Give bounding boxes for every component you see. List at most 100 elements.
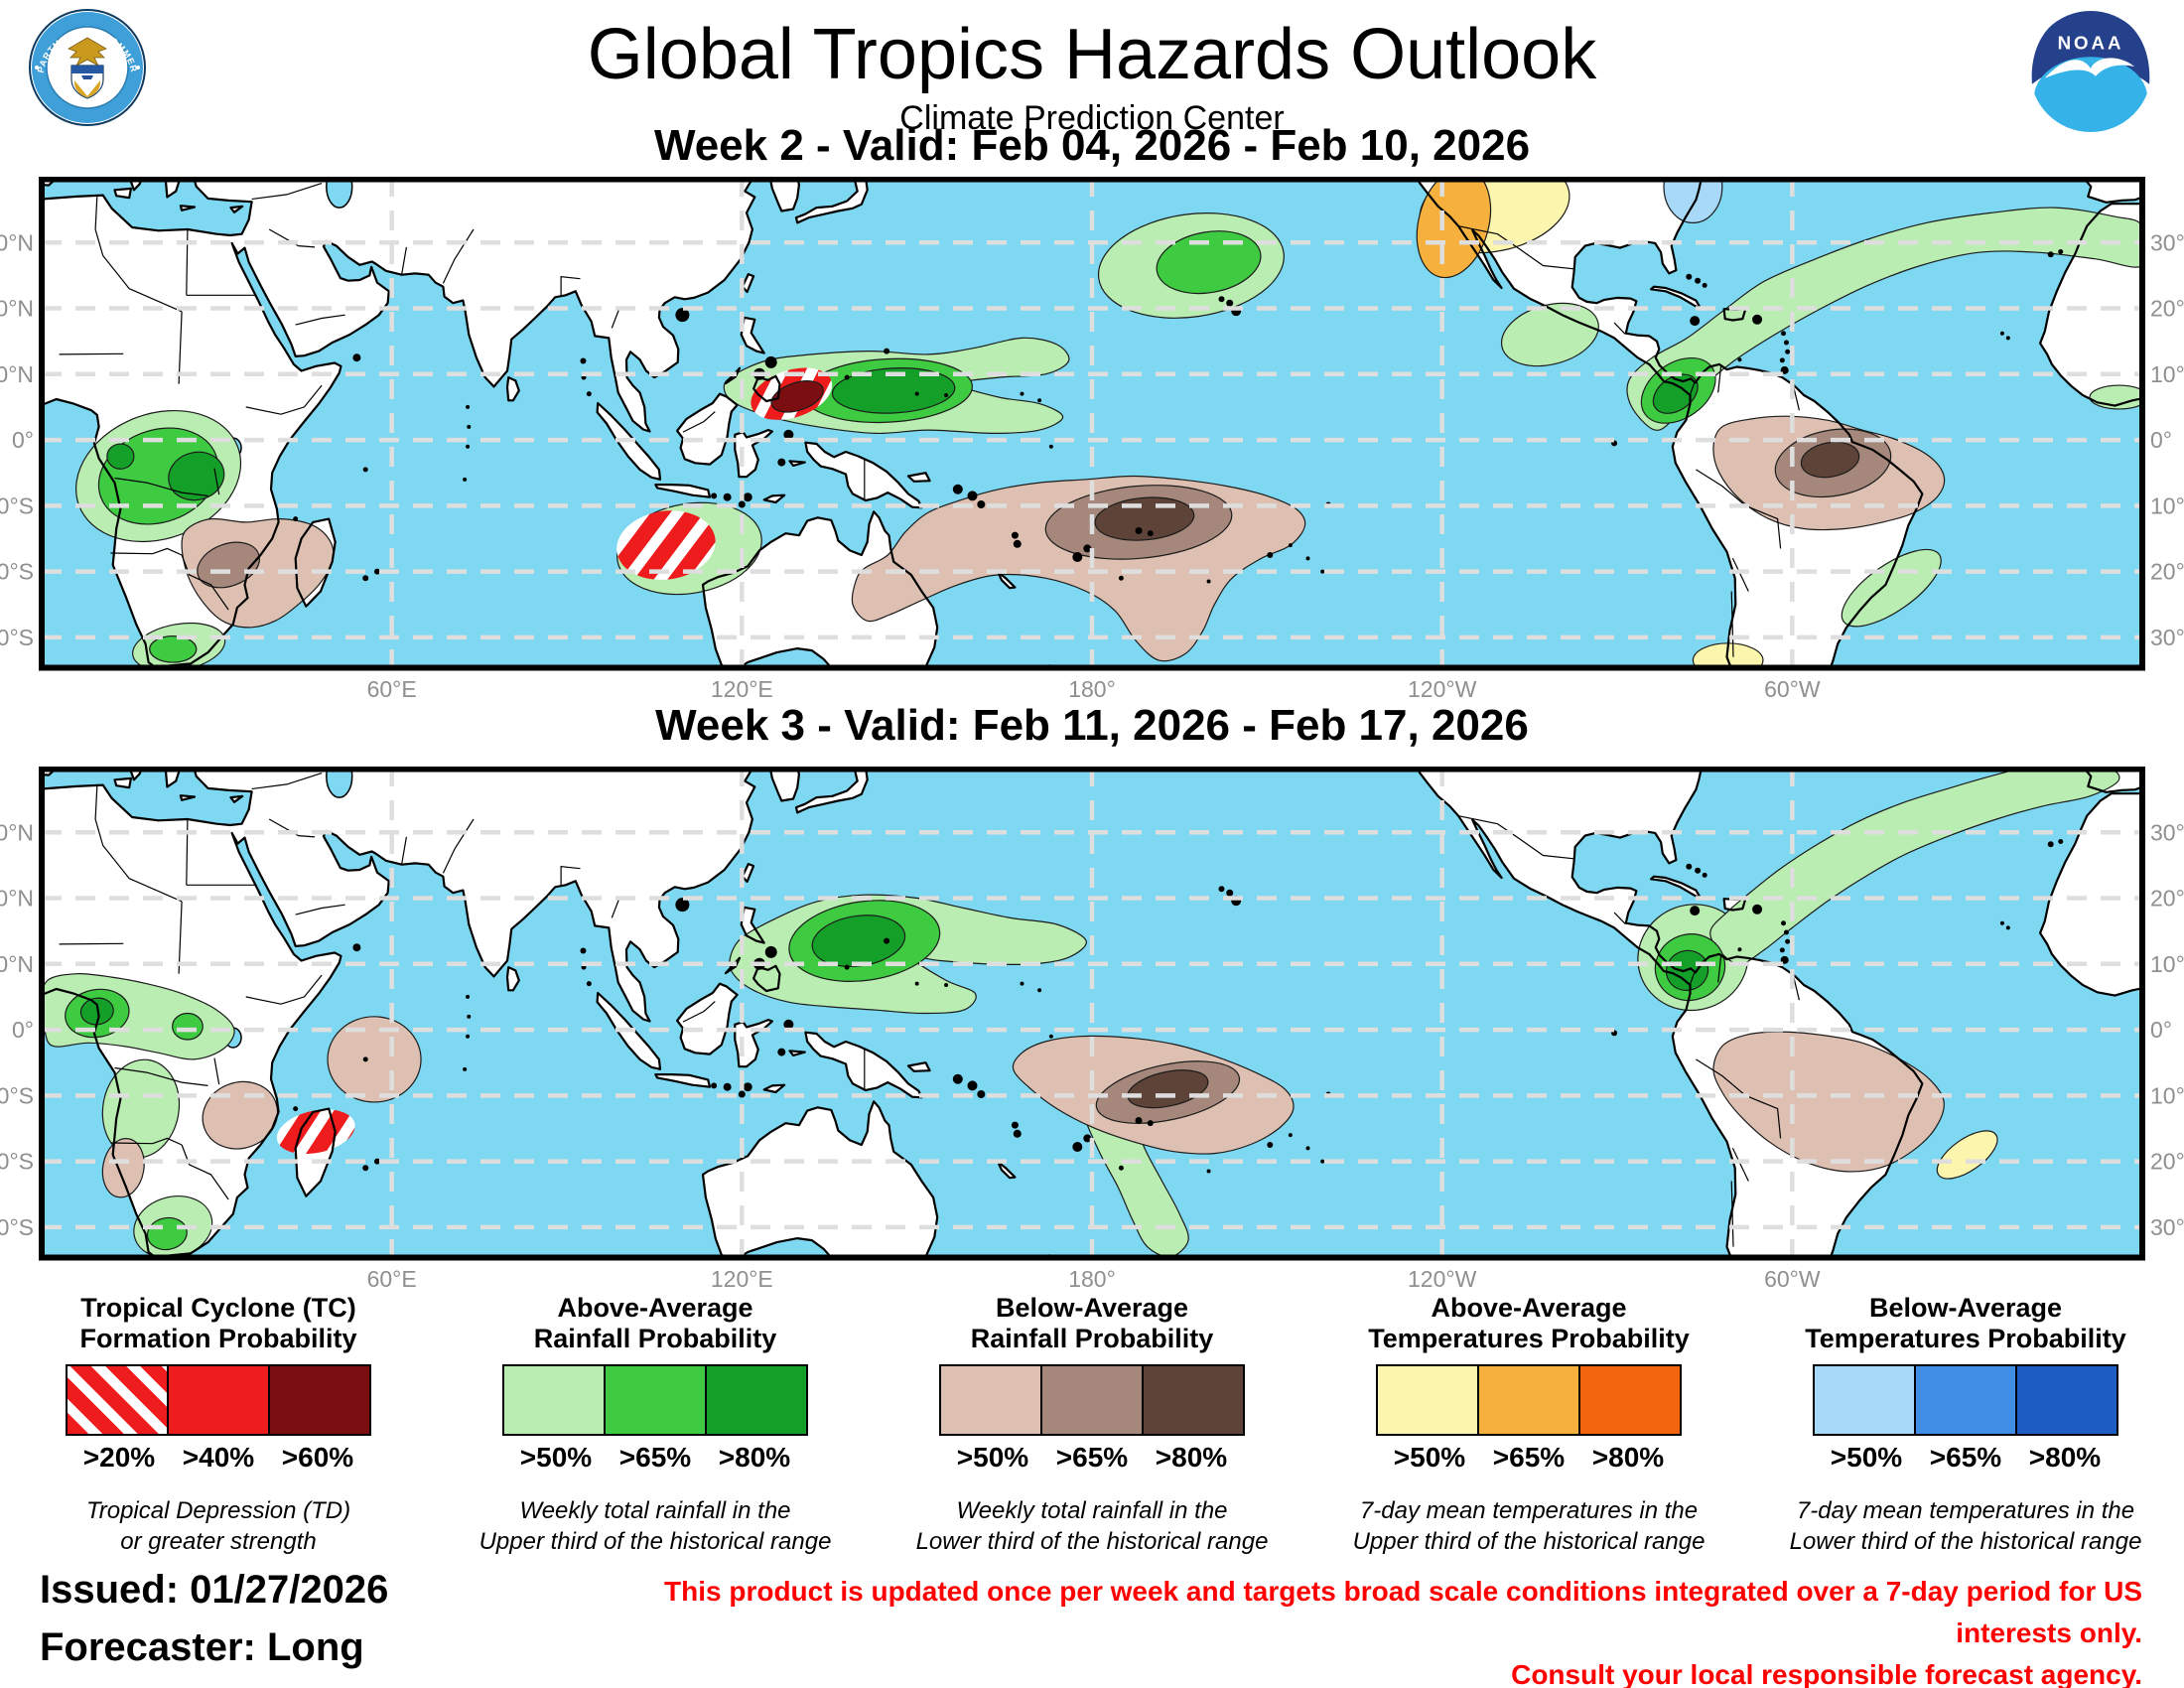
legend-swatch-50 [1376, 1364, 1479, 1437]
week2-lon-label: 120°E [711, 676, 773, 702]
week3-lon-label: 120°W [1408, 1266, 1477, 1292]
week3-map: 30°N 30°N 20°N 20°N 10°N 10°N 0° 0° 10°S 10°S 20°S… [0, 767, 2184, 1292]
week2-lon-label: 60°W [1764, 676, 1821, 702]
legend-threshold: >65% [1492, 1442, 1566, 1474]
legend-threshold: >50% [519, 1442, 593, 1474]
legend-swatches [1310, 1364, 1747, 1437]
legend-caption: 7-day mean temperatures in the Upper thir… [1352, 1497, 1706, 1556]
legend-item-4: Below-Average Temperatures Probability >50… [1747, 1293, 2184, 1557]
legend: Tropical Cyclone (TC) Formation Probabili… [0, 1293, 2184, 1557]
department-of-commerce-seal-icon: DEPARTMENT OF COMMERCE UNITED STATES OF … [28, 8, 146, 126]
week2-lat-label-right: 30°N [2150, 229, 2184, 255]
legend-title: Below-Average Rainfall Probability [970, 1293, 1214, 1354]
week2-lat-label-left: 20°N [0, 296, 34, 322]
week2-africa-rain80a [168, 451, 225, 501]
week3-lon-label: 120°E [711, 1266, 773, 1292]
week2-lat-label-left: 10°S [0, 492, 34, 518]
legend-swatch-40 [167, 1364, 270, 1437]
legend-threshold-labels: >50% >65% >80% [1310, 1442, 1747, 1474]
legend-swatch-80 [1578, 1364, 1682, 1437]
week3-sebrazil-warm50 [1936, 1130, 1998, 1180]
disclaimer-line-1: This product is updated once per week an… [664, 1576, 2142, 1648]
legend-swatch-65 [604, 1364, 707, 1437]
svg-text:NOAA: NOAA [2058, 32, 2124, 53]
legend-title: Below-Average Temperatures Probability [1805, 1293, 2126, 1354]
legend-threshold: >20% [82, 1442, 156, 1474]
legend-threshold: >65% [1055, 1442, 1129, 1474]
legend-caption: Tropical Depression (TD) or greater stren… [85, 1497, 351, 1556]
week3-heading: Week 3 - Valid: Feb 11, 2026 - Feb 17, 2… [655, 701, 1529, 750]
week3-lat-label-right: 30°S [2150, 1214, 2184, 1240]
week2-lon-label: 120°W [1408, 676, 1477, 702]
week2-lat-label-right: 10°S [2150, 492, 2184, 518]
week3-lon-label: 60°E [367, 1266, 417, 1292]
week2-lat-label-right: 20°S [2150, 559, 2184, 585]
legend-swatches [1747, 1364, 2184, 1437]
week2-philippines-tc40 [770, 380, 824, 413]
week2-lat-label-left: 20°S [0, 559, 34, 585]
legend-threshold-labels: >20% >40% >60% [0, 1442, 437, 1474]
legend-item-3: Above-Average Temperatures Probability >50… [1310, 1293, 1747, 1557]
week3-lat-label-left: 20°N [0, 886, 34, 912]
legend-item-1: Above-Average Rainfall Probability >50% >65… [437, 1293, 874, 1557]
legend-threshold: >65% [1929, 1442, 2002, 1474]
legend-swatch-60 [268, 1364, 371, 1437]
legend-threshold-labels: >50% >65% >80% [437, 1442, 874, 1474]
week3-lat-label-left: 0° [12, 1017, 34, 1043]
legend-swatches [0, 1364, 437, 1437]
legend-swatch-80 [1142, 1364, 1245, 1437]
legend-threshold: >65% [618, 1442, 692, 1474]
week3-lon-label: 180° [1068, 1266, 1116, 1292]
legend-threshold: >60% [281, 1442, 354, 1474]
legend-threshold: >40% [182, 1442, 255, 1474]
week2-safrica-rain65 [149, 634, 198, 663]
legend-threshold: >80% [718, 1442, 791, 1474]
week2-useast-cool50 [1663, 177, 1723, 223]
week2-lat-label-right: 10°N [2150, 361, 2184, 387]
week3-lat-label-left: 10°N [0, 951, 34, 977]
week2-nw-australia-tc20 [616, 510, 716, 580]
noaa-logo-icon: NOAA [2029, 10, 2152, 133]
legend-threshold: >80% [1591, 1442, 1665, 1474]
week3-wafrica-rain65b [172, 1012, 204, 1041]
legend-caption: Weekly total rainfall in the Lower third … [915, 1497, 1269, 1556]
page-title: Global Tropics Hazards Outlook [587, 15, 1597, 94]
legend-threshold-labels: >50% >65% >80% [1747, 1442, 2184, 1474]
week3-lon-label: 60°W [1764, 1266, 1821, 1292]
week3-lat-label-right: 10°S [2150, 1082, 2184, 1108]
week2-lon-label: 60°E [367, 676, 417, 702]
week2-panama-rain80 [1652, 373, 1699, 414]
disclaimer-line-2: Consult your local responsible forecast … [1511, 1659, 2142, 1688]
week3-lat-label-left: 20°S [0, 1149, 34, 1175]
week2-lon-label: 180° [1068, 676, 1116, 702]
legend-swatch-50 [939, 1364, 1042, 1437]
footer-issued-block: Issued: 01/27/2026 Forecaster: Long [40, 1561, 388, 1676]
week3-mozambique-dry50 [202, 1080, 279, 1150]
week2-lat-label-left: 30°S [0, 625, 34, 650]
week2-lat-label-left: 30°N [0, 229, 34, 255]
legend-title: Above-Average Temperatures Probability [1368, 1293, 1690, 1354]
legend-threshold: >80% [1155, 1442, 1228, 1474]
week2-spacific-dry80 [1094, 496, 1195, 541]
week2-lat-label-right: 20°N [2150, 296, 2184, 322]
legend-swatches [874, 1364, 1310, 1437]
footer-disclaimer: This product is updated once per week an… [594, 1571, 2142, 1688]
week3-lat-label-left: 30°N [0, 819, 34, 845]
legend-title: Above-Average Rainfall Probability [533, 1293, 777, 1354]
week2-wpacific-rain80 [831, 367, 956, 414]
week2-lat-label-right: 0° [2150, 427, 2172, 453]
week3-lat-label-right: 10°N [2150, 951, 2184, 977]
legend-swatch-80 [705, 1364, 808, 1437]
week2-africa-rain80b [106, 443, 135, 470]
week2-lat-label-left: 0° [12, 427, 34, 453]
week2-heading: Week 2 - Valid: Feb 04, 2026 - Feb 10, 2… [653, 121, 1531, 170]
week2-lat-label-left: 10°N [0, 361, 34, 387]
week3-lat-label-right: 30°N [2150, 819, 2184, 845]
week2-brazil-dry80 [1800, 441, 1860, 479]
week3-lat-label-right: 20°S [2150, 1149, 2184, 1175]
legend-swatch-65 [1914, 1364, 2017, 1437]
legend-threshold: >50% [1830, 1442, 1903, 1474]
legend-threshold: >80% [2028, 1442, 2102, 1474]
page-subtitle: Climate Prediction Center [899, 99, 1285, 137]
